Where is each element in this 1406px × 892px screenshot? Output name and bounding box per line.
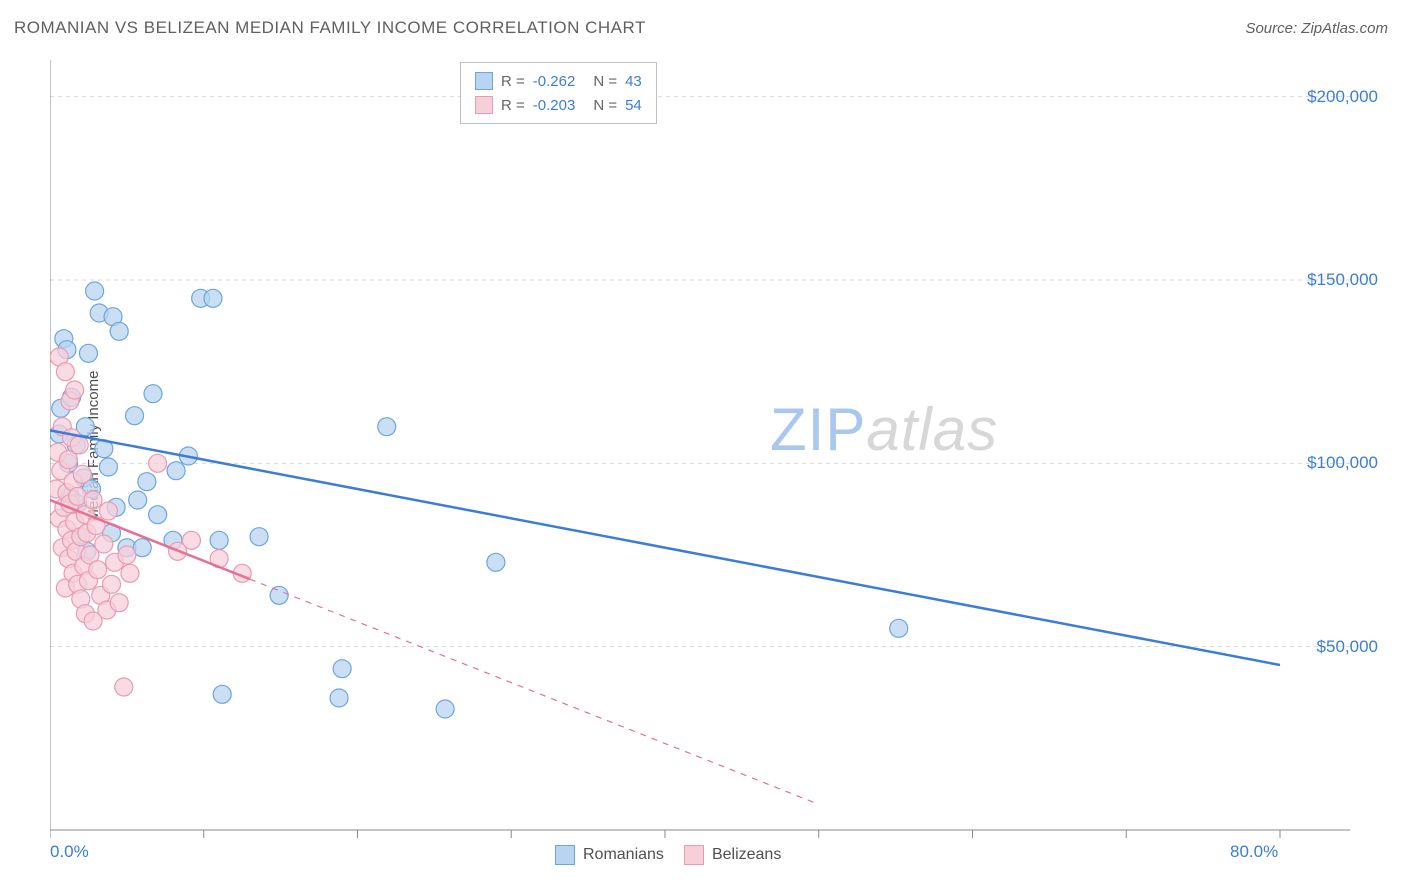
legend-r-label: R = bbox=[501, 97, 525, 114]
legend-r-value: -0.262 bbox=[533, 73, 576, 90]
series-legend: Romanians Belizeans bbox=[555, 845, 781, 865]
legend-swatch bbox=[475, 72, 493, 90]
legend-n-label: N = bbox=[593, 97, 617, 114]
y-tick-label: $50,000 bbox=[1317, 637, 1378, 657]
legend-n-label: N = bbox=[593, 73, 617, 90]
legend-n-value: 54 bbox=[625, 97, 642, 114]
chart-title: ROMANIAN VS BELIZEAN MEDIAN FAMILY INCOM… bbox=[14, 18, 646, 38]
legend-swatch bbox=[555, 845, 575, 865]
series-legend-item: Belizeans bbox=[684, 845, 781, 865]
x-tick-label: 0.0% bbox=[50, 842, 89, 862]
legend-r-value: -0.203 bbox=[533, 97, 576, 114]
x-tick-label: 80.0% bbox=[1230, 842, 1278, 862]
legend-n-value: 43 bbox=[625, 73, 642, 90]
correlation-scatter-chart bbox=[50, 60, 1386, 842]
series-name: Romanians bbox=[583, 846, 664, 864]
legend-r-label: R = bbox=[501, 73, 525, 90]
series-legend-item: Romanians bbox=[555, 845, 664, 865]
legend-correlation-row: R = -0.203 N = 54 bbox=[475, 93, 642, 117]
legend-swatch bbox=[475, 96, 493, 114]
series-name: Belizeans bbox=[712, 846, 781, 864]
y-tick-label: $100,000 bbox=[1307, 453, 1378, 473]
correlation-legend: R = -0.262 N = 43 R = -0.203 N = 54 bbox=[460, 62, 657, 124]
y-tick-label: $150,000 bbox=[1307, 270, 1378, 290]
source-label: Source: ZipAtlas.com bbox=[1245, 20, 1388, 37]
legend-correlation-row: R = -0.262 N = 43 bbox=[475, 69, 642, 93]
y-tick-label: $200,000 bbox=[1307, 87, 1378, 107]
legend-swatch bbox=[684, 845, 704, 865]
